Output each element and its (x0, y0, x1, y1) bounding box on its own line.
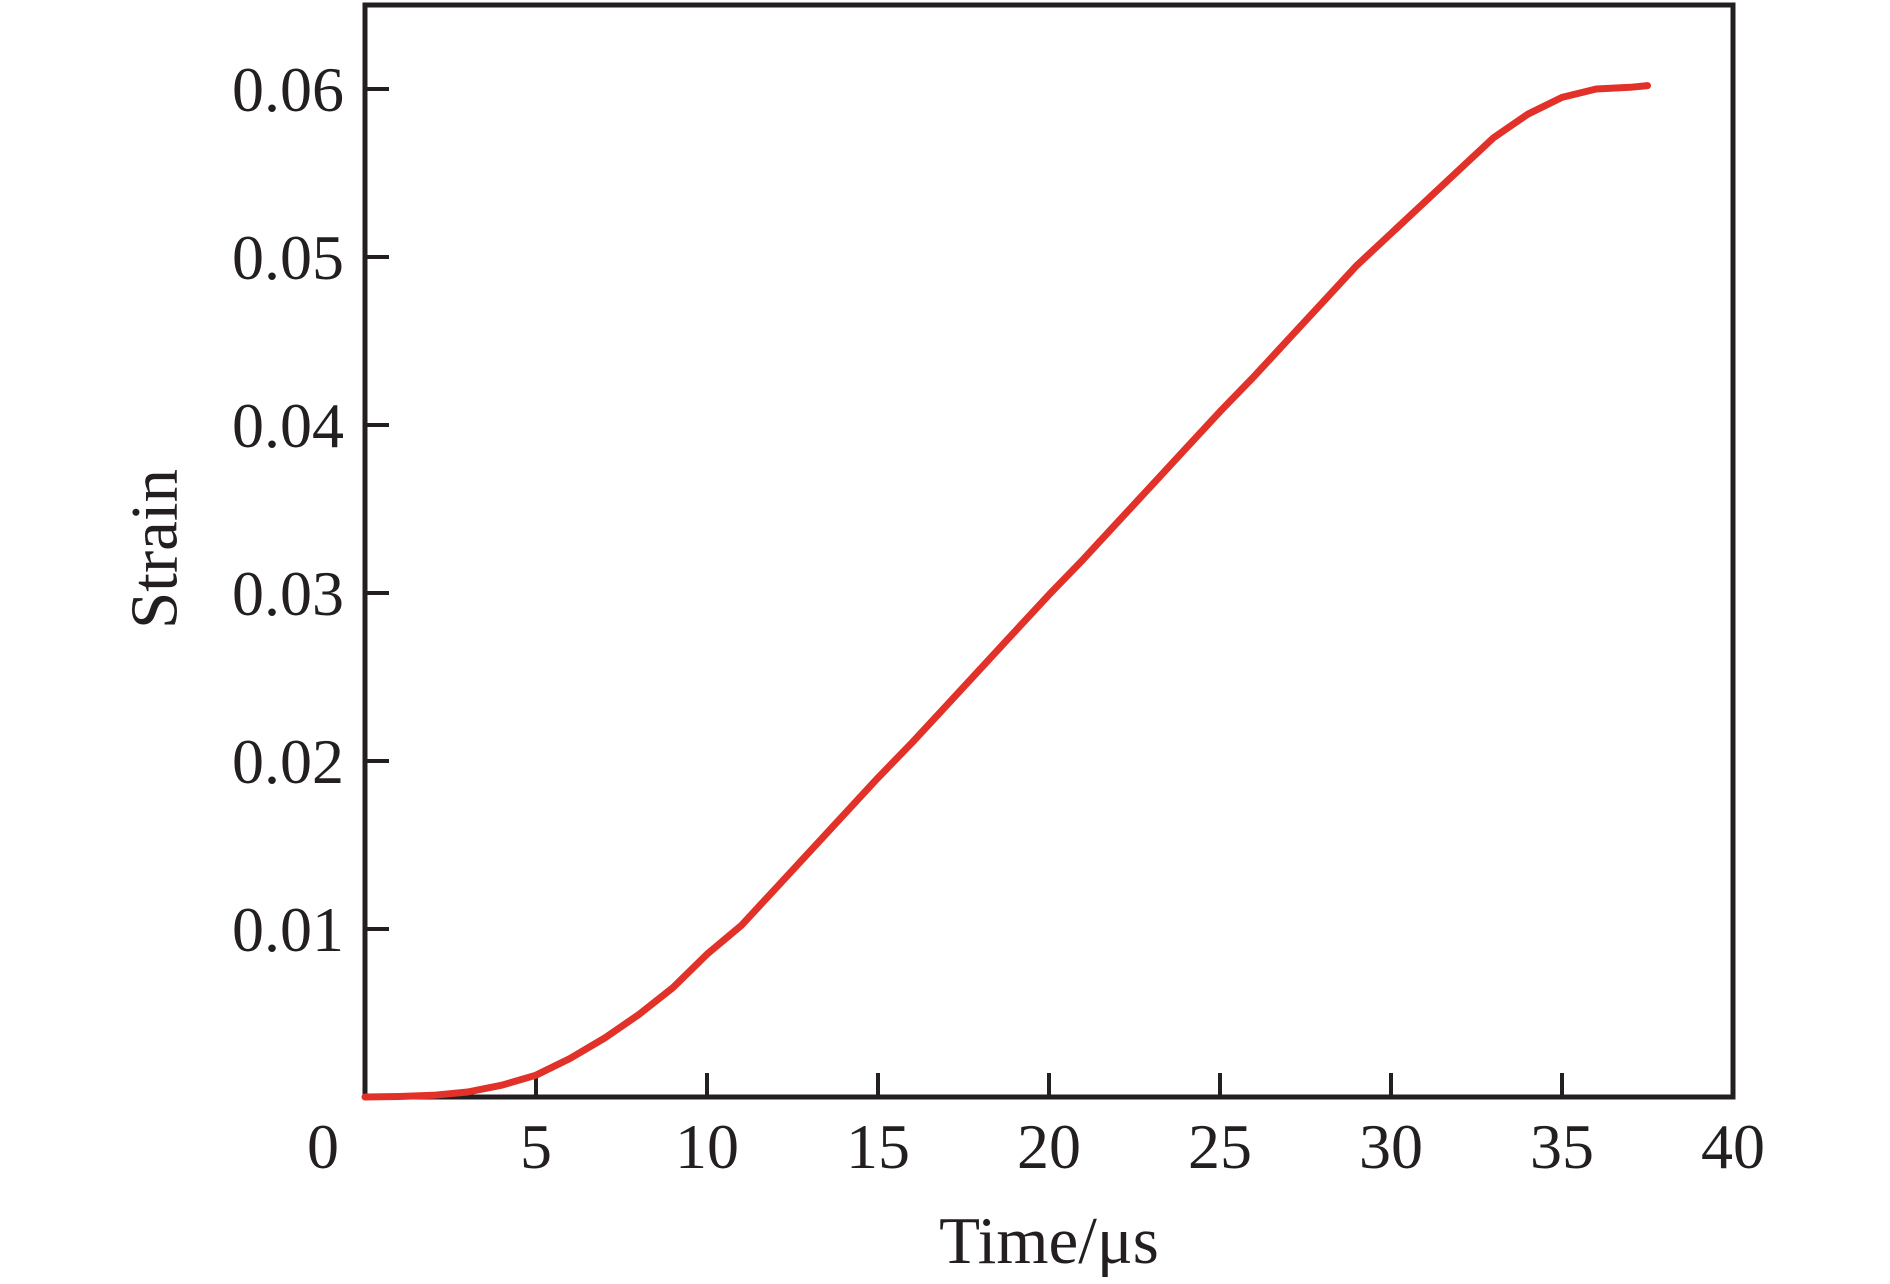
x-axis-label: Time/μs (939, 1204, 1159, 1278)
strain-curve (361, 82, 1651, 1101)
y-tick-label: 0.01 (232, 894, 344, 965)
y-tick-label: 0.06 (232, 54, 344, 125)
x-tick-label: 0 (307, 1111, 339, 1182)
y-tick-label: 0.02 (232, 726, 344, 797)
x-tick-label: 5 (520, 1111, 552, 1182)
y-tick-label: 0.04 (232, 390, 344, 461)
x-tick-label: 15 (846, 1111, 910, 1182)
x-tick-label: 40 (1701, 1111, 1765, 1182)
x-tick-label: 10 (675, 1111, 739, 1182)
y-tick-label: 0.05 (232, 222, 344, 293)
y-axis-label: Strain (117, 468, 192, 630)
y-tick-label: 0.03 (232, 558, 344, 629)
plot-frame (362, 2, 1736, 1100)
x-tick-label: 25 (1188, 1111, 1252, 1182)
x-tick-label: 30 (1359, 1111, 1423, 1182)
x-tick-label: 35 (1530, 1111, 1594, 1182)
x-tick-label: 20 (1017, 1111, 1081, 1182)
